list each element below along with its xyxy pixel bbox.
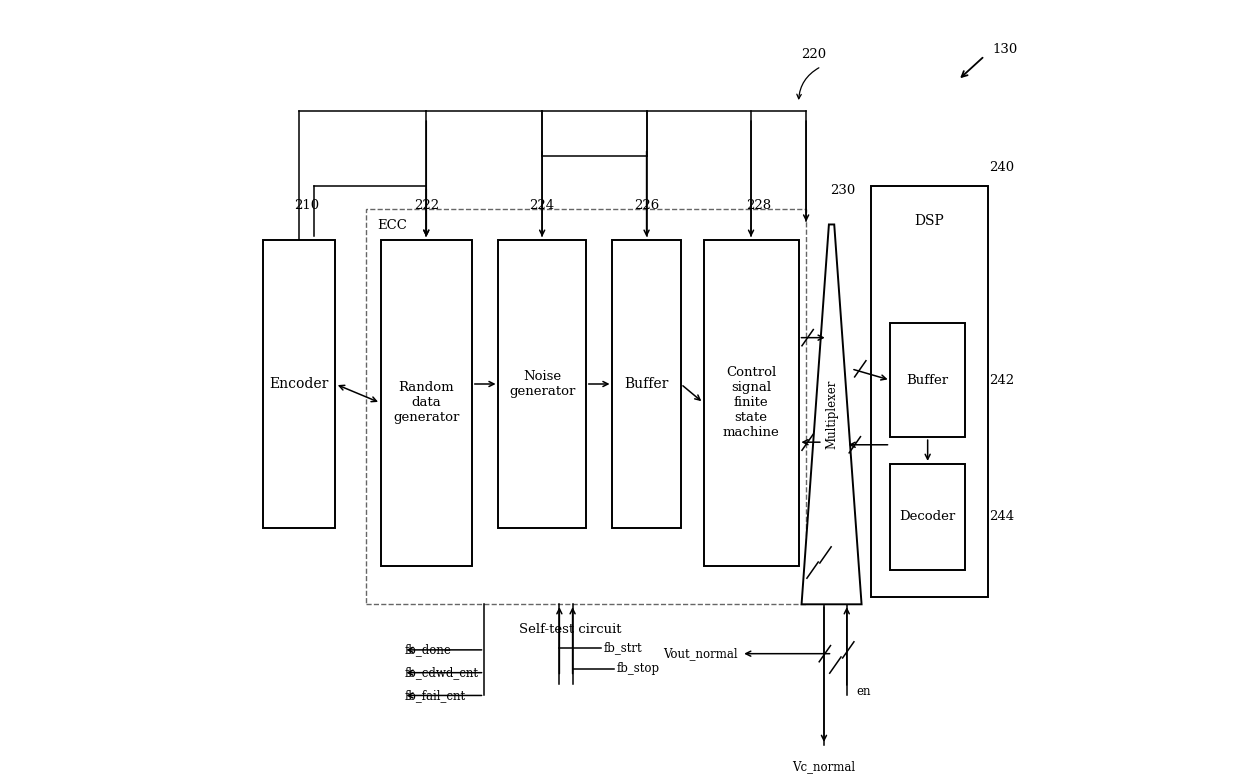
Text: Random
data
generator: Random data generator — [393, 381, 460, 425]
Text: Multiplexer: Multiplexer — [825, 380, 838, 449]
Text: 220: 220 — [801, 48, 826, 61]
Text: Buffer: Buffer — [906, 373, 949, 387]
Text: fb_strt: fb_strt — [604, 641, 642, 654]
Bar — [703, 240, 799, 566]
Polygon shape — [801, 225, 862, 605]
Bar — [870, 187, 988, 597]
Text: 226: 226 — [634, 199, 660, 212]
Text: 242: 242 — [990, 373, 1014, 387]
Text: Vc_normal: Vc_normal — [792, 760, 856, 773]
Text: fb_done: fb_done — [405, 643, 451, 657]
Text: Noise
generator: Noise generator — [508, 370, 575, 398]
Text: 224: 224 — [529, 199, 554, 212]
Text: Buffer: Buffer — [625, 377, 668, 391]
Bar — [263, 240, 335, 528]
Bar — [613, 240, 681, 528]
Bar — [890, 464, 965, 570]
Text: fb_cdwd_cnt: fb_cdwd_cnt — [405, 666, 479, 679]
Bar — [381, 240, 472, 566]
Text: 244: 244 — [990, 510, 1014, 524]
Text: fb_fail_cnt: fb_fail_cnt — [405, 689, 466, 702]
Text: 210: 210 — [294, 199, 319, 212]
Text: Decoder: Decoder — [899, 510, 956, 524]
Bar — [366, 209, 806, 605]
Bar — [498, 240, 585, 528]
Text: 240: 240 — [990, 161, 1014, 174]
Text: Self-test circuit: Self-test circuit — [520, 623, 622, 636]
Text: Encoder: Encoder — [269, 377, 329, 391]
Text: fb_stop: fb_stop — [616, 662, 660, 675]
Text: ECC: ECC — [377, 219, 407, 232]
Text: 230: 230 — [831, 184, 856, 197]
Text: 130: 130 — [992, 44, 1018, 56]
Text: DSP: DSP — [915, 214, 945, 228]
Text: Control
signal
finite
state
machine: Control signal finite state machine — [723, 366, 780, 440]
Text: en: en — [856, 685, 870, 698]
Bar — [890, 323, 965, 437]
Text: Vout_normal: Vout_normal — [663, 647, 738, 661]
Text: 222: 222 — [414, 199, 439, 212]
Text: 228: 228 — [746, 199, 771, 212]
